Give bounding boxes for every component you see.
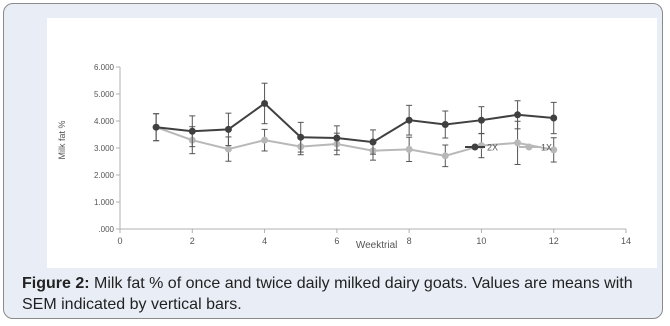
point-2x xyxy=(297,133,305,141)
point-1x xyxy=(224,145,232,153)
caption-label: Figure 2: xyxy=(22,275,90,292)
figure-panel: .000 1.000 2.000 3.000 4.000 5.000 6.000 0 2 4 6 8 1… xyxy=(3,3,663,319)
x-tick-label: 12 xyxy=(549,236,559,246)
series-line-1x xyxy=(155,126,554,157)
y-tick-label: 4.000 xyxy=(94,117,115,126)
point-2x xyxy=(550,114,558,122)
legend-label-2x: 2X xyxy=(487,143,498,153)
legend-marker-2x xyxy=(471,143,479,151)
chart-area: .000 1.000 2.000 3.000 4.000 5.000 6.000 0 2 4 6 8 1… xyxy=(47,18,657,268)
point-2x xyxy=(224,125,232,133)
y-tick-label: 3.000 xyxy=(94,144,115,153)
point-2x xyxy=(405,116,413,124)
point-1x xyxy=(441,152,449,160)
y-tick-label: 1.000 xyxy=(94,198,115,207)
x-tick-label: 2 xyxy=(190,236,195,246)
point-1x xyxy=(477,142,485,150)
y-tick-label: 5.000 xyxy=(94,90,115,99)
legend-marker-1x xyxy=(525,143,533,151)
point-1x xyxy=(550,146,558,154)
y-tick-label: 2.000 xyxy=(94,171,115,180)
figure-caption: Figure 2: Milk fat % of once and twice d… xyxy=(22,273,662,315)
x-tick-label: 10 xyxy=(476,236,486,246)
line-chart: .000 1.000 2.000 3.000 4.000 5.000 6.000 0 2 4 6 8 1… xyxy=(57,63,631,251)
point-2x xyxy=(514,111,522,119)
point-2x xyxy=(477,116,485,124)
series-line-2x xyxy=(156,102,554,144)
x-tick-label: 4 xyxy=(262,236,267,246)
y-axis-title: Milk fat % xyxy=(57,120,67,159)
y-tick-label: 6.000 xyxy=(94,63,115,72)
point-2x xyxy=(188,127,196,135)
x-tick-label: 8 xyxy=(407,236,412,246)
point-2x xyxy=(152,123,160,131)
point-2x xyxy=(333,134,341,142)
point-2x xyxy=(261,99,269,107)
point-1x xyxy=(405,145,413,153)
legend-label-1x: 1X xyxy=(541,143,552,153)
y-tick-label: .000 xyxy=(98,225,114,234)
x-tick-label: 14 xyxy=(621,236,631,246)
point-2x xyxy=(441,121,449,129)
point-2x xyxy=(369,138,377,146)
x-tick-label: 6 xyxy=(334,236,339,246)
point-1x xyxy=(261,136,269,144)
point-1x xyxy=(514,139,522,147)
caption-text: Milk fat % of once and twice daily milke… xyxy=(22,275,633,313)
x-axis-title: Weektrial xyxy=(356,240,398,251)
x-tick-label: 0 xyxy=(117,236,122,246)
